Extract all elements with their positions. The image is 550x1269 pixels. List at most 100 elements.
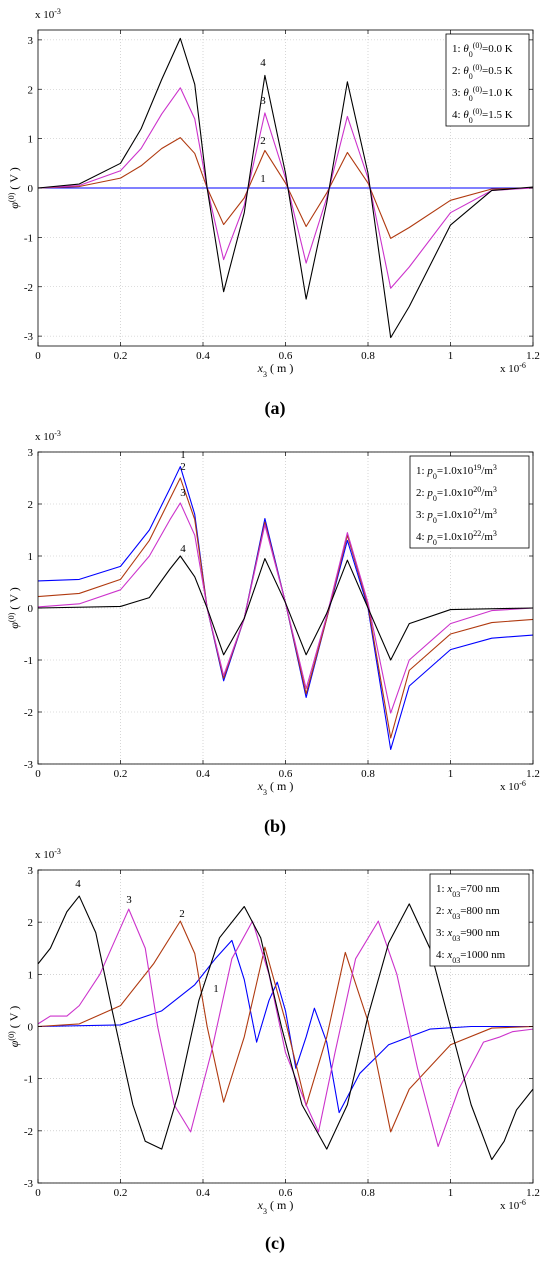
series-4-line <box>37 895 534 1161</box>
y-tick-label: 3 <box>28 35 34 47</box>
y-tick-label: -3 <box>24 1178 34 1190</box>
x-tick-label: 0.6 <box>279 1187 293 1199</box>
y-tick-label: 0 <box>28 1022 34 1034</box>
legend-box <box>429 873 530 967</box>
y-axis-label: φ(0) ( V ) <box>7 167 22 208</box>
x-tick-label: 1 <box>448 1187 454 1199</box>
y-tick-label: 1 <box>28 551 34 563</box>
x-axis-label: x3 ( m ) <box>257 361 294 379</box>
y-axis-label: φ(0) ( V ) <box>7 1006 22 1047</box>
x-tick-label: 0 <box>35 350 41 362</box>
series-1-line <box>37 939 533 1114</box>
x-axis-label: x3 ( m ) <box>257 779 294 797</box>
x-tick-label: 1.2 <box>526 768 540 780</box>
x-tick-label: 1.2 <box>526 350 540 362</box>
series-2-label: 2 <box>260 135 266 147</box>
y-tick-label: 2 <box>28 917 34 929</box>
y-tick-label: 0 <box>28 183 34 195</box>
chart-panel-a: 0 0.2 0.4 0.6 0.8 1 1.2 -3 -2 -1 0 1 2 3 x 10-3 x 10-6 x… <box>7 7 540 420</box>
y-tick-label: 1 <box>28 969 34 981</box>
x-tick-label: 1.2 <box>526 1187 540 1199</box>
x-multiplier: x 10-6 <box>500 779 526 794</box>
y-tick-label: -1 <box>24 1074 33 1086</box>
legend: 1: p0=1.0x1019/m3 2: p0=1.0x1020/m3 3: p0=… <box>409 455 530 549</box>
x-tick-label: 1 <box>448 768 454 780</box>
y-tick-label: 2 <box>28 499 34 511</box>
legend-entry-3: 3: θ0(0)=1.0 K <box>452 85 513 103</box>
x-tick-label: 0 <box>35 1187 41 1199</box>
x-tick-label: 0.6 <box>279 768 293 780</box>
y-tick-label: -1 <box>24 232 33 244</box>
series-2-label: 2 <box>179 908 185 920</box>
y-tick-label: 0 <box>28 603 34 615</box>
legend-entry-4: 4: x03=1000 nm <box>436 949 506 965</box>
series-2-line <box>37 137 534 239</box>
legend-entry-4: 4: θ0(0)=1.5 K <box>452 107 513 125</box>
series-3-line <box>37 502 534 714</box>
legend-entry-3: 3: x03=900 nm <box>436 927 500 943</box>
series-1-label: 1 <box>213 983 219 995</box>
legend-entry-2: 2: θ0(0)=0.5 K <box>452 63 513 81</box>
x-tick-label: 0.4 <box>196 768 210 780</box>
series-4-line <box>37 37 534 339</box>
x-tick-label: 0 <box>35 768 41 780</box>
y-tick-label: -3 <box>24 759 34 771</box>
series-2-label: 2 <box>180 461 186 473</box>
x-tick-label: 1 <box>448 350 454 362</box>
y-tick-label: -2 <box>24 707 33 719</box>
x-tick-label: 0.8 <box>361 768 375 780</box>
x-multiplier: x 10-6 <box>500 1198 526 1213</box>
legend-box <box>409 455 530 549</box>
series-2-line <box>37 477 534 739</box>
x-tick-label: 0.8 <box>361 1187 375 1199</box>
y-tick-label: 2 <box>28 84 34 96</box>
y-axis-label: φ(0) ( V ) <box>7 587 22 628</box>
legend-entry-2: 2: x03=800 nm <box>436 905 500 921</box>
series-1-label: 1 <box>180 449 186 461</box>
legend-entry-1: 1: x03=700 nm <box>436 883 500 899</box>
y-tick-label: -1 <box>24 655 33 667</box>
legend: 1: x03=700 nm 2: x03=800 nm 3: x03=900 nm 4… <box>429 873 530 967</box>
panel-caption: (c) <box>265 1233 285 1254</box>
legend-entry-4: 4: p0=1.0x1022/m3 <box>416 529 497 547</box>
x-multiplier: x 10-6 <box>500 361 526 376</box>
x-tick-label: 0.4 <box>196 350 210 362</box>
x-tick-label: 0.2 <box>114 1187 128 1199</box>
legend-entry-2: 2: p0=1.0x1020/m3 <box>416 485 497 503</box>
series-1-label: 1 <box>260 173 266 185</box>
series-1-line <box>37 466 534 750</box>
series-3-label: 3 <box>260 95 266 107</box>
series-3-line <box>37 87 534 289</box>
series-3-label: 3 <box>126 894 132 906</box>
y-tick-label: 3 <box>28 447 34 459</box>
legend: 1: θ0(0)=0.0 K 2: θ0(0)=0.5 K 3: θ0(0)=1.0… <box>445 33 530 127</box>
series-4-label: 4 <box>180 543 186 555</box>
legend-entry-3: 3: p0=1.0x1021/m3 <box>416 507 497 525</box>
y-tick-label: -2 <box>24 1126 33 1138</box>
legend-box <box>445 33 530 127</box>
y-tick-label: -3 <box>24 331 34 343</box>
series-3-line <box>37 908 534 1148</box>
series-2-line <box>37 920 534 1133</box>
legend-entry-1: 1: θ0(0)=0.0 K <box>452 41 513 59</box>
panel-caption: (b) <box>264 816 286 837</box>
legend-entry-1: 1: p0=1.0x1019/m3 <box>416 463 497 481</box>
panel-caption: (a) <box>265 398 286 419</box>
x-tick-label: 0.8 <box>361 350 375 362</box>
x-tick-label: 0.2 <box>114 350 128 362</box>
x-tick-label: 0.2 <box>114 768 128 780</box>
y-tick-label: 3 <box>28 865 34 877</box>
series-4-label: 4 <box>260 57 266 69</box>
series-4-line <box>37 555 534 661</box>
y-multiplier: x 10-3 <box>35 847 61 862</box>
x-tick-label: 0.6 <box>279 350 293 362</box>
y-tick-label: -2 <box>24 282 33 294</box>
x-tick-label: 0.4 <box>196 1187 210 1199</box>
y-tick-label: 1 <box>28 134 34 146</box>
x-axis-label: x3 ( m ) <box>257 1198 294 1216</box>
y-multiplier: x 10-3 <box>35 429 61 444</box>
y-multiplier: x 10-3 <box>35 7 61 22</box>
